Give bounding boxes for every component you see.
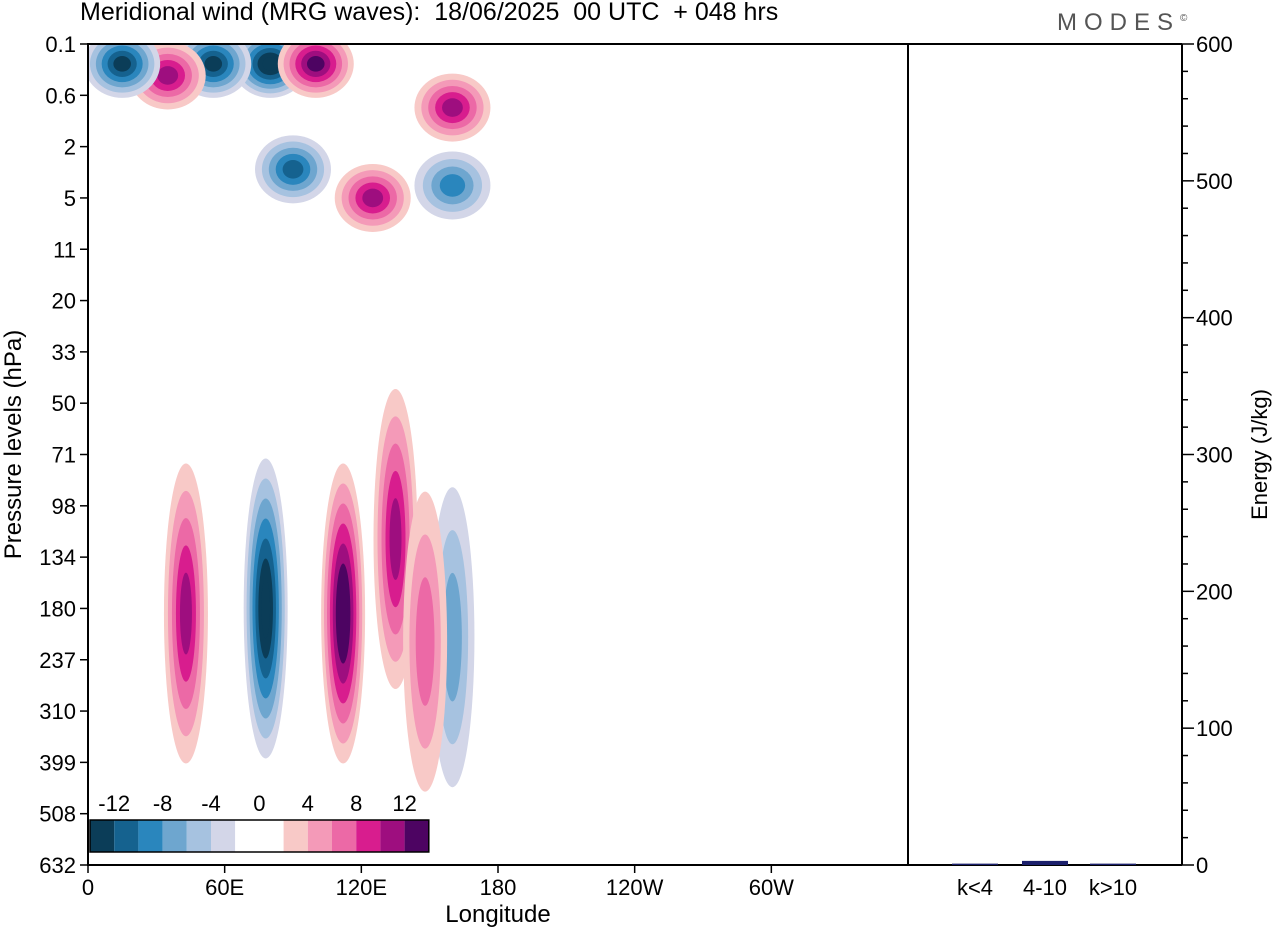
y-tick-label: 310	[39, 699, 76, 724]
contour-band	[262, 57, 278, 71]
y-tick-label: 0.1	[45, 32, 76, 57]
colorbar-swatch	[332, 820, 357, 852]
y-tick-label: 11	[53, 237, 76, 262]
y-tick-label: 399	[39, 750, 76, 775]
brand-mark: ©	[1180, 13, 1188, 24]
x-tick-label: 60W	[749, 875, 794, 900]
colorbar-label: 8	[350, 791, 362, 816]
energy-bar	[1022, 860, 1068, 865]
energy-tick-label: 200	[1196, 579, 1233, 604]
y-tick-label: 98	[52, 494, 76, 519]
colorbar-label: 0	[253, 791, 265, 816]
energy-category-label: k<4	[957, 875, 993, 900]
colorbar-swatch	[380, 820, 405, 852]
colorbar-swatch	[235, 820, 260, 852]
y-tick-label: 632	[39, 853, 76, 878]
brand-logo: MODES©	[1057, 9, 1187, 37]
y-tick-label: 0.6	[45, 83, 76, 108]
colorbar-swatch	[114, 820, 139, 852]
y-tick-label: 134	[39, 545, 76, 570]
contour-band	[282, 160, 304, 179]
contour-band	[179, 572, 192, 655]
colorbar-swatch	[307, 820, 332, 852]
plot-frame	[87, 43, 909, 866]
contour-band	[362, 188, 384, 208]
contour-band	[415, 577, 435, 706]
y-axis-label: Pressure levels (hPa)	[0, 330, 27, 559]
x-tick-label: 120W	[606, 875, 664, 900]
energy-category-label: k>10	[1089, 875, 1137, 900]
colorbar-swatch	[259, 820, 284, 852]
energy-tick-label: 500	[1196, 169, 1233, 194]
colorbar-swatch	[404, 820, 429, 852]
contour-band	[204, 56, 223, 72]
chart-title: Meridional wind (MRG waves): 18/06/2025 …	[80, 0, 779, 26]
contour-band	[261, 578, 271, 639]
colorbar-label: 12	[392, 791, 416, 816]
contour-band	[442, 98, 463, 117]
contour-band	[439, 174, 466, 197]
colorbar-label: 4	[302, 791, 314, 816]
colorbar-swatch	[90, 820, 115, 852]
energy-tick-label: 0	[1196, 853, 1208, 878]
colorbar-swatch	[211, 820, 236, 852]
y-tick-label: 33	[52, 340, 76, 365]
colorbar-label: -8	[153, 791, 173, 816]
y-tick-label: 180	[39, 596, 76, 621]
energy-axis-label: Energy (J/kg)	[1247, 389, 1272, 520]
energy-category-label: 4-10	[1023, 875, 1067, 900]
colorbar-label: -12	[98, 791, 130, 816]
x-tick-label: 180	[480, 875, 517, 900]
colorbar-swatch	[186, 820, 211, 852]
y-tick-label: 20	[52, 289, 76, 314]
energy-bar	[952, 863, 998, 865]
contour-band	[306, 56, 325, 72]
energy-tick-label: 400	[1196, 306, 1233, 331]
y-tick-label: 508	[39, 802, 76, 827]
energy-tick-label: 300	[1196, 443, 1233, 468]
y-tick-label: 237	[39, 648, 76, 673]
contour-band	[389, 498, 402, 580]
energy-bar	[1090, 863, 1136, 865]
colorbar-swatch	[162, 820, 187, 852]
x-tick-label: 120E	[336, 875, 387, 900]
x-axis-label: Longitude	[445, 901, 550, 928]
contour-band	[443, 572, 462, 702]
energy-tick-label: 600	[1196, 32, 1233, 57]
contour-band	[157, 66, 179, 85]
energy-tick-label: 100	[1196, 716, 1233, 741]
colorbar-frame	[89, 819, 430, 853]
colorbar-label: -4	[201, 791, 221, 816]
x-tick-label: 0	[82, 875, 94, 900]
y-tick-label: 5	[64, 186, 76, 211]
colorbar-swatch	[356, 820, 381, 852]
colorbar-swatch	[138, 820, 163, 852]
y-tick-label: 50	[52, 391, 76, 416]
y-tick-label: 2	[64, 135, 76, 160]
colorbar-swatch	[283, 820, 308, 852]
contour-band	[113, 56, 131, 72]
brand-name: MODES	[1057, 9, 1181, 36]
x-tick-label: 60E	[205, 875, 244, 900]
y-tick-label: 71	[52, 443, 76, 468]
heatmap-field	[88, 44, 491, 792]
contour-band	[338, 583, 348, 644]
